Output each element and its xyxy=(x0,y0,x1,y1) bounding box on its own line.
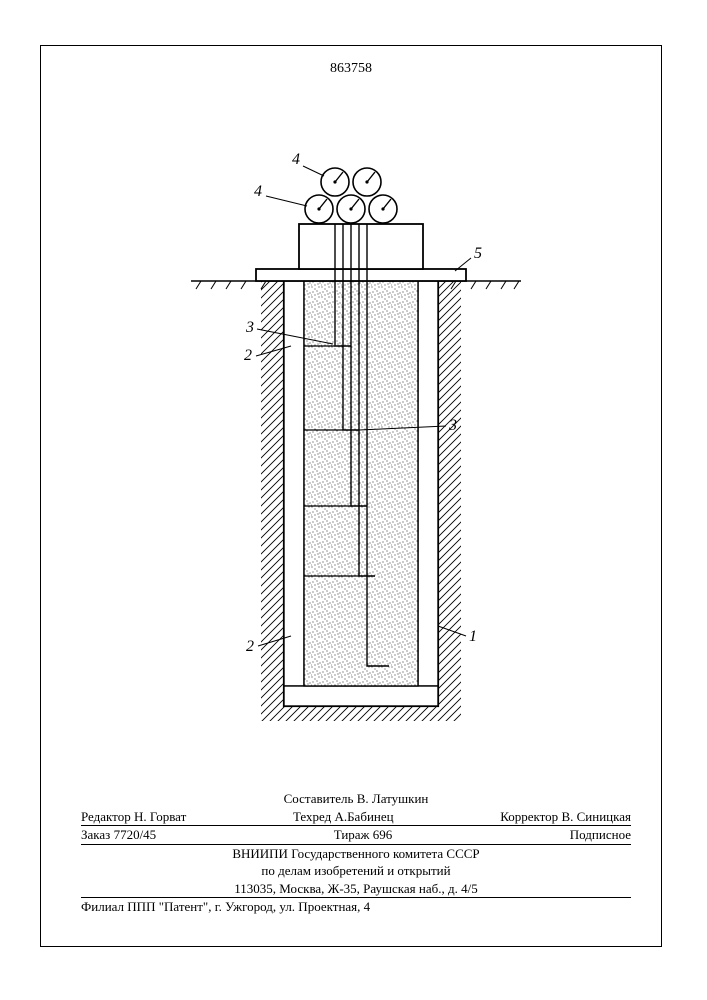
printrun-value: 696 xyxy=(373,827,393,842)
callout-label: 3 xyxy=(448,417,457,434)
compiler-name: В. Латушкин xyxy=(357,791,429,806)
compiler-label: Составитель xyxy=(284,791,354,806)
page-border: 863758 xyxy=(40,45,662,947)
org-line1: ВНИИПИ Государственного комитета СССР xyxy=(81,845,631,863)
flange-plate xyxy=(256,269,466,281)
gauge-icon xyxy=(321,168,349,196)
order-label: Заказ xyxy=(81,827,110,842)
pile-wall-left xyxy=(284,281,304,686)
pile-wall-right xyxy=(418,281,438,686)
gauge-icon xyxy=(305,195,333,223)
callout-label: 2 xyxy=(244,347,252,364)
techeditor-label: Техред xyxy=(293,809,331,824)
corrector-name: В. Синицкая xyxy=(561,809,631,824)
corrector-label: Корректор xyxy=(500,809,558,824)
callout-label: 1 xyxy=(469,628,477,645)
callout-label: 4 xyxy=(254,183,262,200)
gauge-icon xyxy=(353,168,381,196)
editor-name: Н. Горват xyxy=(134,809,186,824)
order-value: 7720/45 xyxy=(114,827,157,842)
cap-box xyxy=(299,224,423,269)
editor-label: Редактор xyxy=(81,809,131,824)
callout-label: 4 xyxy=(292,151,300,168)
address: 113035, Москва, Ж-35, Раушская наб., д. … xyxy=(81,880,631,898)
callout-label: 3 xyxy=(245,319,254,336)
imprint-footer: Составитель В. Латушкин Редактор Н. Горв… xyxy=(81,790,631,916)
branch: Филиал ППП "Патент", г. Ужгород, ул. Про… xyxy=(81,898,631,916)
techeditor-name: А.Бабинец xyxy=(334,809,393,824)
figure-svg: 4 4 5 3 2 3 2 1 xyxy=(41,46,661,766)
org-line2: по делам изобретений и открытий xyxy=(81,862,631,880)
subscription: Подписное xyxy=(570,826,631,844)
pile-wall-bottom xyxy=(284,686,438,706)
gauge-icon xyxy=(369,195,397,223)
printrun-label: Тираж xyxy=(334,827,370,842)
gauge-icon xyxy=(337,195,365,223)
gauges xyxy=(305,168,397,223)
callout-label: 2 xyxy=(246,638,254,655)
callout-label: 5 xyxy=(474,245,482,262)
